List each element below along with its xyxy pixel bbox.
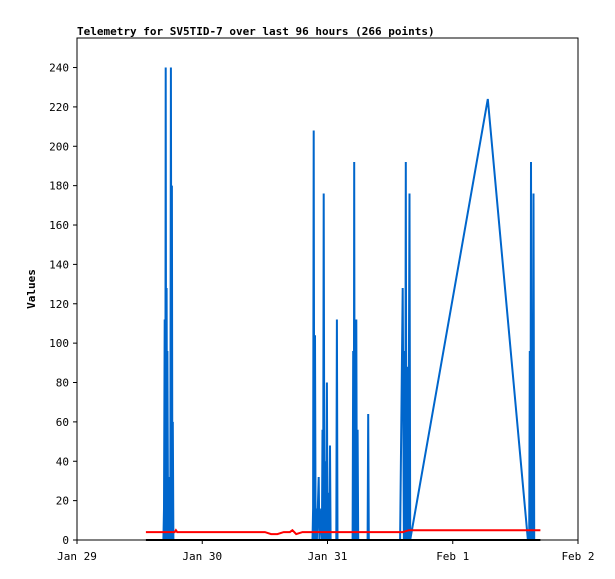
chart-title: Telemetry for SV5TID-7 over last 96 hour… bbox=[77, 25, 435, 38]
series-layer bbox=[145, 67, 541, 541]
series-line-2 bbox=[145, 528, 541, 536]
y-tick-label: 200 bbox=[49, 140, 69, 153]
y-tick-label: 180 bbox=[49, 180, 69, 193]
y-tick-label: 0 bbox=[62, 534, 69, 547]
y-tick-label: 220 bbox=[49, 101, 69, 114]
y-tick-label: 140 bbox=[49, 258, 69, 271]
y-tick-label: 20 bbox=[56, 495, 69, 508]
y-axis-label: Values bbox=[25, 269, 38, 309]
y-tick-label: 100 bbox=[49, 337, 69, 350]
y-tick-label: 240 bbox=[49, 62, 69, 75]
y-tick-label: 160 bbox=[49, 219, 69, 232]
x-tick-label: Jan 30 bbox=[182, 550, 222, 563]
y-tick-label: 120 bbox=[49, 298, 69, 311]
x-tick-label: Feb 2 bbox=[561, 550, 594, 563]
y-tick-label: 60 bbox=[56, 416, 69, 429]
x-tick-label: Feb 1 bbox=[436, 550, 469, 563]
x-tick-label: Jan 29 bbox=[57, 550, 97, 563]
y-tick-label: 40 bbox=[56, 455, 69, 468]
y-tick-label: 80 bbox=[56, 377, 69, 390]
axis-layer: 0 20 40 60 80 100 120 140 160 180 200 220 240 Jan 29 J… bbox=[49, 62, 594, 563]
x-tick-label: Jan 31 bbox=[308, 550, 348, 563]
